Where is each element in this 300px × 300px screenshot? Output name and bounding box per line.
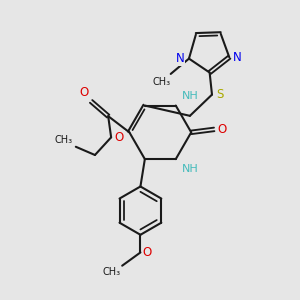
Text: NH: NH [182,164,198,173]
Text: S: S [216,88,224,101]
Text: CH₃: CH₃ [55,135,73,145]
Text: N: N [176,52,184,65]
Text: O: O [218,123,227,136]
Text: CH₃: CH₃ [103,267,121,277]
Text: NH: NH [182,91,198,101]
Text: O: O [143,246,152,259]
Text: O: O [115,131,124,144]
Text: O: O [80,86,89,99]
Text: CH₃: CH₃ [153,77,171,87]
Text: N: N [233,51,242,64]
